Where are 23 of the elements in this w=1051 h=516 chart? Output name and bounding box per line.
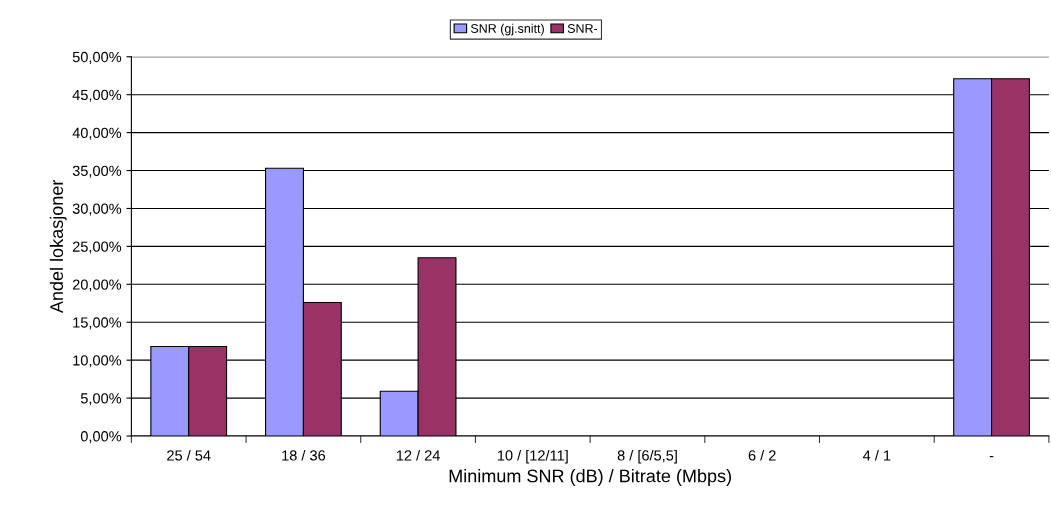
x-axis-title: Minimum SNR (dB) / Bitrate (Mbps) (449, 469, 731, 486)
y-tick-label: 25,00% (72, 241, 122, 254)
y-tick-label: 50,00% (72, 51, 122, 64)
x-tick-label: 25 / 54 (167, 449, 211, 461)
legend-label: SNR (gj.snitt) (470, 23, 544, 36)
y-axis-title: Andel lokasjoner (49, 179, 67, 314)
y-tick-label: 30,00% (72, 203, 122, 216)
legend-label: SNR- (567, 24, 598, 33)
x-tick-label: - (989, 456, 994, 458)
x-tick-label: 18 / 36 (282, 449, 326, 461)
y-tick-label: 5,00% (80, 393, 122, 406)
y-tick-label: 40,00% (72, 127, 122, 140)
x-tick-label: 10 / [12/11] (497, 449, 568, 464)
x-tick-label: 6 / 2 (748, 449, 776, 461)
y-tick-label: 10,00% (73, 355, 122, 368)
x-tick-label: 12 / 24 (396, 449, 440, 461)
y-tick-label: 0,00% (80, 431, 122, 444)
y-tick-label: 35,00% (72, 165, 122, 178)
y-tick-label: 20,00% (72, 279, 122, 292)
y-tick-label: 45,00% (72, 89, 122, 102)
x-tick-label: 8 / [6/5,5] (617, 449, 677, 464)
y-tick-label: 15,00% (73, 317, 122, 330)
x-tick-label: 4 / 1 (863, 449, 891, 461)
